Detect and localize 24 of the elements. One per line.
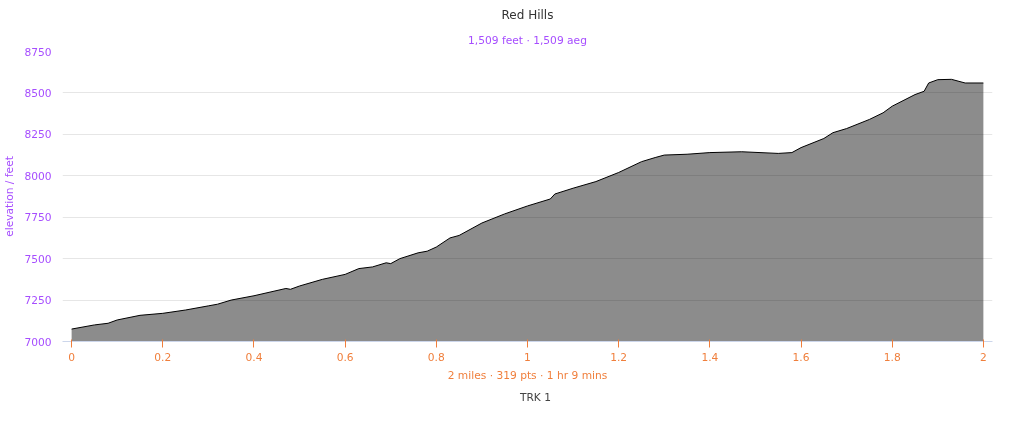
y-axis-title: elevation / feet (3, 156, 17, 237)
chart-subtitle: 1,509 feet · 1,509 aeg (468, 33, 587, 47)
x-tick-label: 1.2 (610, 350, 628, 364)
x-tick-label: 1.8 (883, 350, 901, 364)
x-tick-label: 0.8 (427, 350, 446, 364)
x-tick-label: 1.4 (701, 350, 719, 364)
y-tick-label: 7500 (24, 252, 52, 266)
y-tick-label: 7000 (24, 335, 52, 349)
y-tick-label: 7250 (24, 294, 52, 308)
x-tick-label: 0.6 (336, 350, 354, 364)
y-tick-label: 8000 (24, 169, 52, 183)
y-tick-label: 8250 (24, 128, 52, 142)
text: TRK 1 (519, 390, 552, 404)
y-tick-label: 8500 (24, 86, 52, 100)
x-tick-label: 1 (524, 350, 531, 364)
x-tick-label: 0.2 (154, 350, 172, 364)
x-tick-label: 2 (979, 350, 987, 364)
y-tick-label: 7750 (24, 211, 52, 225)
x-tick-label: 0.4 (245, 350, 263, 364)
x-tick-label: 0 (68, 350, 76, 364)
x-axis-title: 2 miles · 319 pts · 1 hr 9 mins (447, 368, 608, 382)
chart-title: Red Hills (501, 7, 554, 22)
x-tick-label: 1.6 (792, 350, 810, 364)
y-tick-label: 8750 (24, 45, 52, 59)
